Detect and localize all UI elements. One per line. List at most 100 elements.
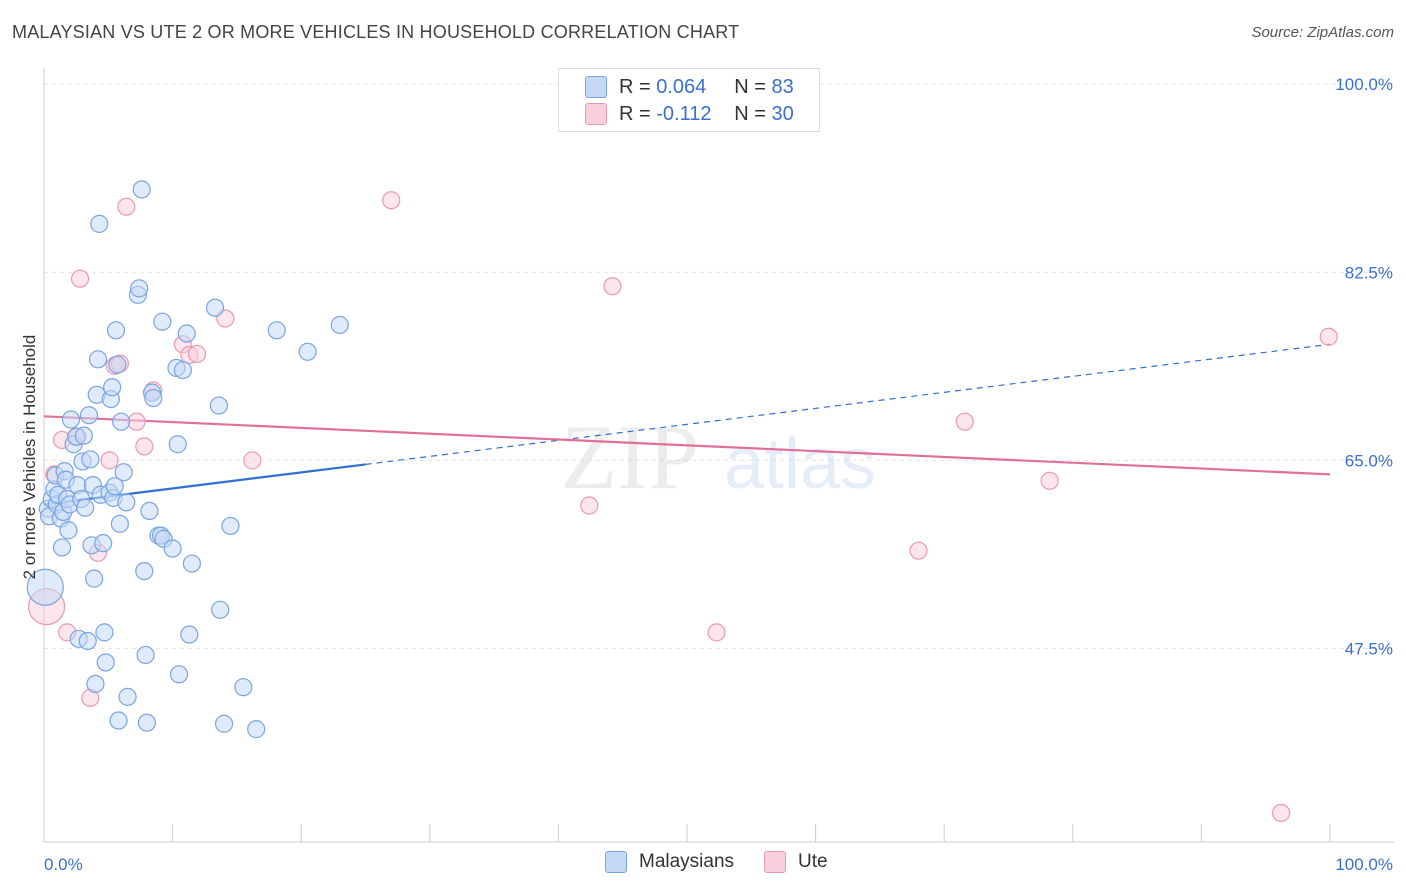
point-malaysians: [103, 378, 122, 397]
point-ute: [243, 451, 262, 470]
watermark: ZIP atlas: [561, 406, 876, 508]
point-malaysians: [144, 388, 163, 408]
tick-labels: 100.0% 82.5% 65.0% 47.5% 0.0% 100.0%: [44, 75, 1393, 874]
point-malaysians: [59, 521, 78, 540]
point-malaysians: [81, 450, 100, 469]
point-malaysians: [52, 538, 72, 557]
point-malaysians: [163, 539, 182, 558]
point-malaysians: [130, 279, 149, 298]
point-malaysians: [132, 180, 151, 199]
legend-n-label: N =: [734, 102, 766, 125]
point-ute: [100, 451, 119, 470]
point-malaysians: [79, 406, 99, 425]
y-axis-label: 2 or more Vehicles in Household: [20, 334, 39, 580]
series-legend-ute[interactable]: Ute: [764, 851, 828, 873]
point-malaysians: [112, 412, 131, 431]
legend-swatch-blue: [585, 76, 607, 98]
point-ute: [603, 277, 622, 296]
y-tick-label: 47.5%: [1345, 640, 1393, 659]
point-malaysians: [140, 501, 159, 520]
point-malaysians: [96, 653, 115, 672]
trend-line-ute: [43, 415, 1331, 476]
point-malaysians: [26, 568, 64, 606]
point-malaysians: [153, 312, 172, 331]
legend-row-ute: R = -0.112 N = 30: [585, 102, 794, 126]
data-points: [26, 180, 1338, 823]
point-malaysians: [106, 321, 126, 340]
legend-n-value: 83: [771, 75, 794, 98]
point-malaysians: [169, 665, 189, 684]
y-tick-label: 65.0%: [1345, 451, 1393, 470]
y-tick-label: 100.0%: [1335, 75, 1393, 94]
point-malaysians: [118, 687, 137, 706]
point-ute: [707, 623, 726, 642]
series-name: Ute: [798, 851, 828, 872]
point-ute: [1272, 803, 1291, 823]
point-malaysians: [76, 498, 95, 517]
legend-n-value: 30: [771, 102, 794, 125]
watermark-atlas: atlas: [724, 424, 876, 504]
point-ute: [580, 496, 599, 515]
x-tick-label-max: 100.0%: [1335, 855, 1393, 874]
point-malaysians: [221, 516, 240, 536]
point-malaysians: [330, 315, 349, 335]
source-credit: Source: ZipAtlas.com: [1251, 24, 1394, 41]
point-malaysians: [109, 711, 128, 730]
legend-r-label: R =: [619, 75, 651, 98]
legend-r-label: R =: [619, 102, 651, 125]
trend-line-malaysians-dashed: [365, 343, 1331, 466]
point-malaysians: [86, 674, 105, 694]
point-malaysians: [214, 714, 234, 733]
point-malaysians: [267, 321, 286, 340]
point-malaysians: [180, 625, 199, 644]
y-tick-label: 82.5%: [1345, 263, 1393, 282]
legend-swatch-pink: [585, 103, 607, 125]
point-malaysians: [298, 342, 317, 361]
point-malaysians: [136, 645, 155, 665]
point-malaysians: [110, 514, 129, 533]
point-malaysians: [108, 355, 127, 374]
series-swatch-pink: [764, 851, 787, 873]
series-swatch-blue: [605, 851, 627, 873]
legend-r-value: 0.064: [656, 75, 707, 98]
point-ute: [117, 197, 136, 216]
point-ute: [127, 412, 146, 431]
point-malaysians: [168, 435, 187, 454]
point-ute: [955, 412, 974, 431]
x-tick-label-min: 0.0%: [44, 855, 83, 874]
point-malaysians: [247, 720, 266, 739]
point-malaysians: [105, 477, 124, 496]
point-ute: [1040, 471, 1059, 490]
point-ute: [1319, 327, 1338, 346]
legend-row-malaysians: R = 0.064 N = 83: [585, 75, 794, 99]
series-name: Malaysians: [639, 851, 735, 872]
point-malaysians: [205, 298, 225, 317]
gridlines: [44, 83, 1394, 649]
point-malaysians: [61, 410, 81, 429]
legend-r-value: -0.112: [656, 102, 712, 125]
point-malaysians: [85, 569, 104, 588]
point-ute: [909, 541, 928, 560]
point-ute: [135, 437, 154, 456]
point-malaysians: [90, 214, 109, 233]
chart-title: MALAYSIAN VS UTE 2 OR MORE VEHICLES IN H…: [12, 22, 740, 42]
point-malaysians: [95, 623, 114, 642]
point-malaysians: [211, 600, 230, 619]
point-malaysians: [209, 396, 228, 415]
point-malaysians: [177, 324, 196, 343]
point-malaysians: [182, 554, 201, 573]
point-malaysians: [117, 493, 136, 512]
watermark-zip: ZIP: [561, 406, 699, 508]
point-malaysians: [234, 678, 253, 697]
point-malaysians: [88, 350, 108, 369]
point-malaysians: [78, 631, 97, 651]
point-malaysians: [74, 426, 93, 445]
point-ute: [382, 191, 401, 210]
series-legend-malaysians[interactable]: Malaysians: [605, 851, 734, 873]
point-malaysians: [173, 360, 192, 380]
stats-legend: R = 0.064 N = 83 R = -0.112 N = 30: [558, 68, 820, 132]
axes: [43, 68, 1394, 843]
point-malaysians: [135, 561, 154, 581]
point-malaysians: [94, 534, 113, 553]
